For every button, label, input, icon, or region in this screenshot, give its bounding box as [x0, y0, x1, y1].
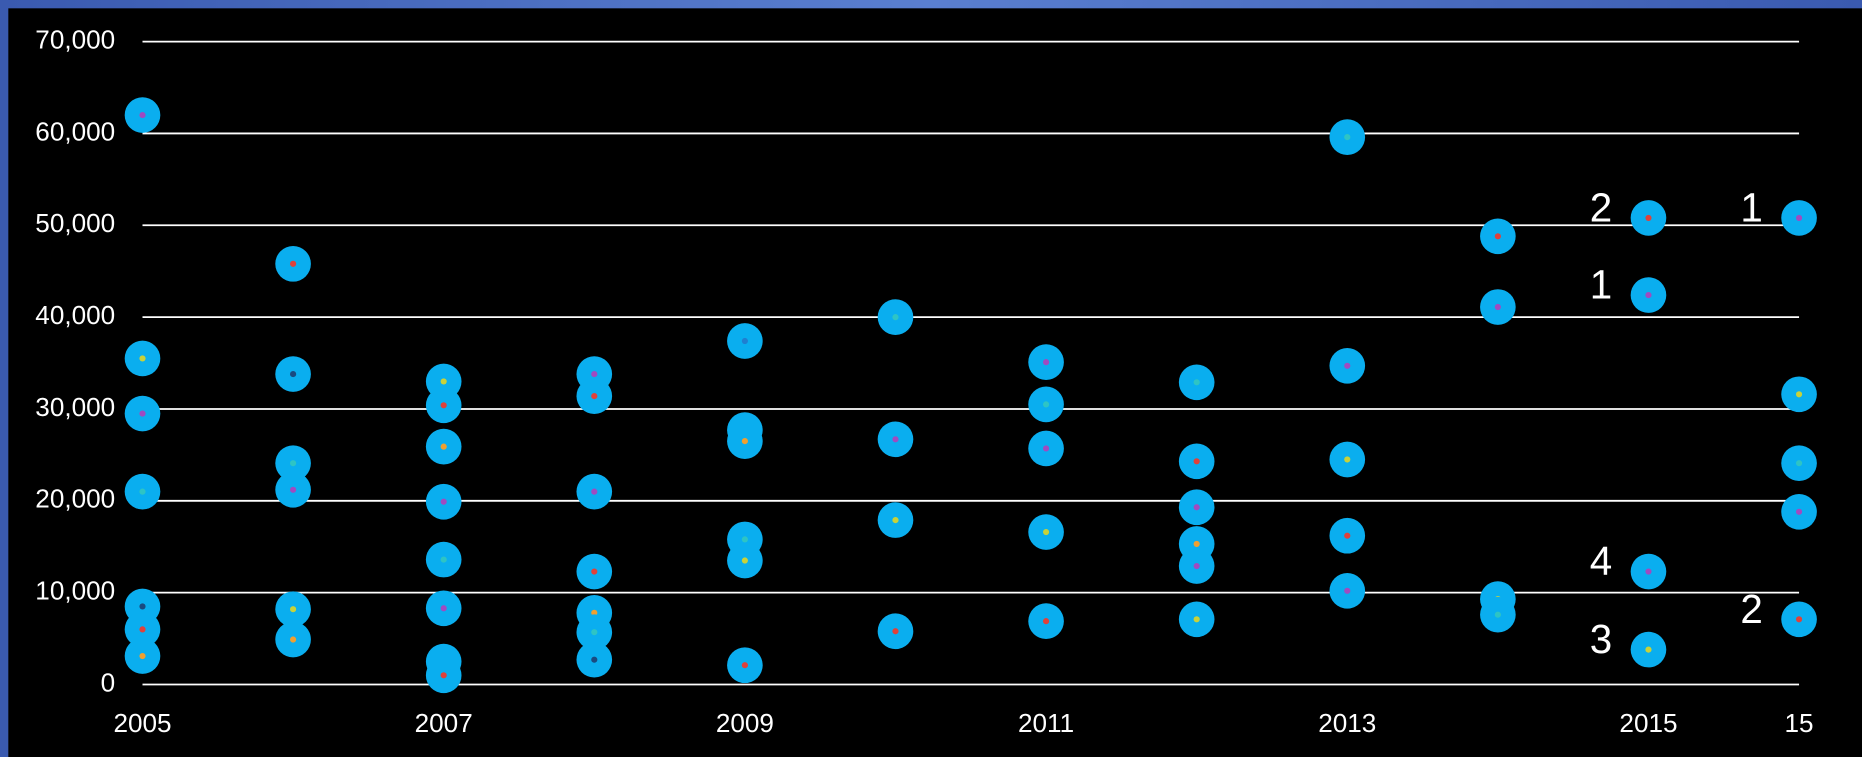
dot-center	[591, 629, 598, 636]
dot-center	[1193, 540, 1200, 548]
x-tick-label: 2007	[415, 708, 473, 738]
dot-center	[440, 443, 447, 450]
point-label: 4	[1590, 538, 1612, 584]
dot-center	[1344, 456, 1351, 463]
point-label: 1	[1740, 184, 1762, 230]
dot-center	[892, 628, 899, 635]
dot-center	[591, 568, 598, 575]
dot-center	[591, 393, 598, 400]
dot-center	[440, 498, 447, 505]
dot-center	[139, 603, 146, 610]
dot-center	[1042, 359, 1050, 366]
dot-center	[290, 606, 297, 613]
dot-center	[591, 656, 598, 663]
dot-center	[1344, 532, 1351, 539]
dot-center	[440, 378, 447, 385]
dot-center	[1795, 508, 1803, 515]
dot-center	[1344, 362, 1351, 369]
dot-center	[290, 636, 297, 643]
dot-center	[892, 314, 899, 321]
x-tick-label: 15	[1785, 708, 1814, 738]
y-tick-label: 50,000	[35, 208, 115, 238]
y-tick-label: 60,000	[35, 116, 115, 146]
point-label: 3	[1590, 616, 1612, 662]
y-tick-label: 70,000	[35, 24, 115, 54]
x-tick-label: 2015	[1619, 708, 1677, 738]
x-tick-label: 2005	[113, 708, 171, 738]
y-tick-label: 30,000	[35, 392, 115, 422]
top-bar	[0, 0, 1862, 9]
dot-center	[1645, 214, 1652, 222]
dot-center	[1795, 616, 1803, 623]
dot-center	[1645, 568, 1652, 575]
dot-center	[440, 605, 447, 612]
dot-center	[139, 488, 146, 495]
y-tick-label: 20,000	[35, 484, 115, 514]
y-tick-label: 10,000	[35, 576, 115, 606]
dot-center	[591, 370, 598, 378]
x-tick-label: 2009	[716, 708, 774, 738]
dot-center	[290, 260, 297, 267]
dot-center	[1344, 134, 1351, 141]
dot-center	[290, 370, 297, 378]
x-tick-label: 2013	[1318, 708, 1376, 738]
dot-center	[1494, 233, 1501, 240]
dot-center	[139, 355, 146, 362]
x-tick-label: 2011	[1018, 708, 1074, 738]
point-label: 2	[1590, 184, 1612, 230]
dot-center	[1042, 445, 1050, 452]
dot-center	[892, 436, 899, 443]
left-bar	[0, 0, 9, 757]
dot-center	[741, 536, 748, 543]
point-label: 1	[1590, 262, 1612, 308]
dot-center	[1193, 616, 1200, 623]
dot-center	[1494, 611, 1501, 618]
dot-center	[440, 402, 447, 409]
dot-center	[1042, 618, 1050, 625]
y-tick-label: 40,000	[35, 300, 115, 330]
dot-center	[1795, 460, 1803, 467]
dot-center	[1645, 291, 1652, 299]
dot-center	[290, 460, 297, 467]
dot-center	[741, 438, 748, 445]
y-tick-label: 0	[101, 667, 116, 697]
point-label: 2	[1740, 586, 1762, 632]
dot-center	[139, 626, 146, 633]
dot-center	[139, 111, 146, 119]
dot-center	[1042, 401, 1050, 408]
dot-center	[1795, 391, 1803, 398]
dot-center	[1193, 562, 1200, 570]
dot-center	[1193, 458, 1200, 465]
dot-center	[1344, 587, 1351, 594]
dot-center	[591, 488, 598, 495]
dot-center	[741, 557, 748, 564]
dot-center	[1193, 379, 1200, 386]
dot-center	[741, 662, 748, 669]
dot-center	[1645, 646, 1652, 653]
dot-center	[440, 672, 447, 679]
dot-center	[1494, 303, 1501, 311]
dot-center	[290, 486, 297, 493]
dot-center	[139, 410, 146, 417]
dot-center	[1193, 504, 1200, 511]
dot-center	[139, 652, 146, 660]
dot-center	[741, 337, 748, 345]
dot-center	[440, 556, 447, 563]
dot-center	[1795, 214, 1803, 222]
dot-center	[892, 517, 899, 524]
dot-center	[1042, 528, 1050, 536]
